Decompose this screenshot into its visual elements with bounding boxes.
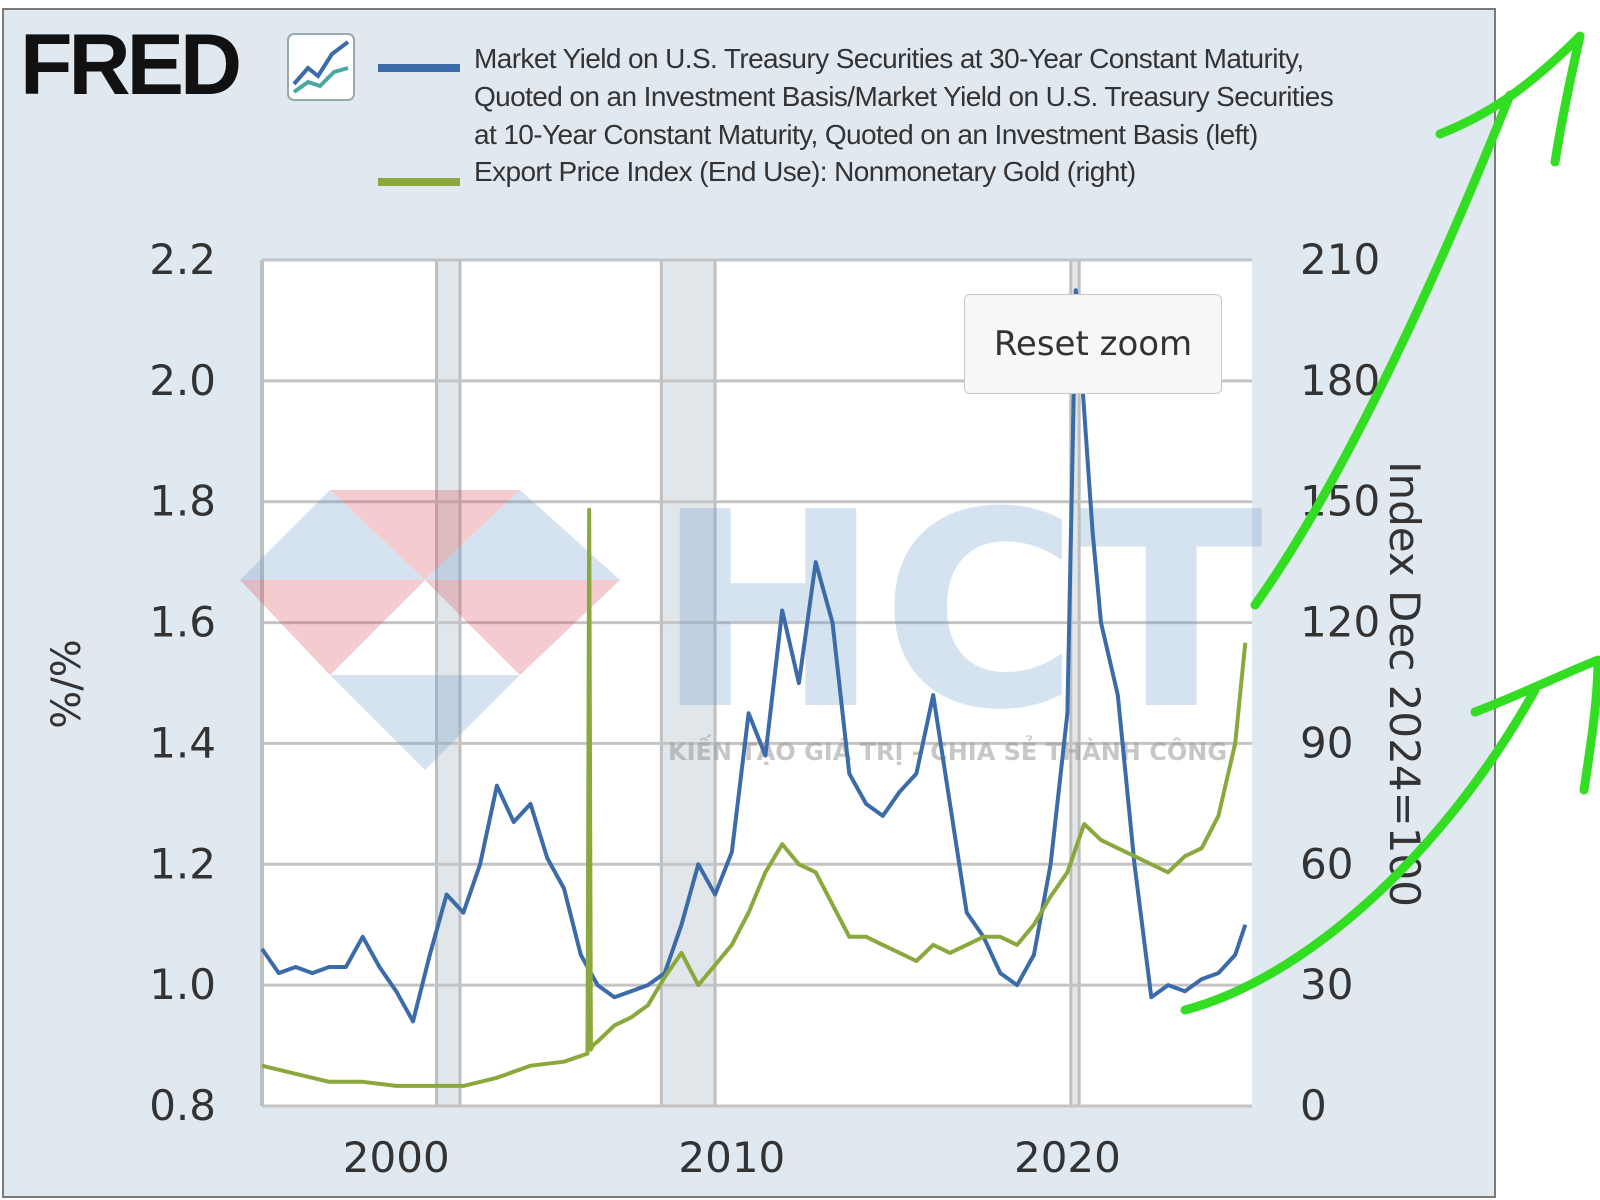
watermark-diamond-left — [240, 490, 425, 675]
y-left-tick-4: 1.6 — [149, 598, 216, 647]
legend-series1[interactable]: Market Yield on U.S. Treasury Securities… — [474, 40, 1494, 154]
watermark-triangle-red-left — [240, 580, 425, 675]
y-left-axis-label: %/% — [44, 639, 90, 729]
recession-band-2 — [1070, 260, 1080, 1106]
y-right-tick-3: 90 — [1300, 718, 1353, 767]
reset-zoom-button[interactable]: Reset zoom — [964, 294, 1222, 394]
y-right-tick-7: 210 — [1300, 235, 1380, 284]
fred-logo-graph-icon — [287, 33, 355, 101]
annotation-arrow-lower-shaft — [1180, 685, 1540, 1015]
annotation-arrow-lower-head — [1470, 655, 1600, 795]
y-left-tick-3: 1.4 — [149, 718, 216, 767]
y-right-tick-6: 180 — [1300, 356, 1380, 405]
legend-swatch-series1-bar — [378, 64, 460, 72]
y-right-tick-0: 0 — [1300, 1081, 1327, 1130]
watermark-triangle-blue-bottom — [330, 675, 520, 770]
watermark-logo — [240, 490, 620, 770]
y-left-tick-0: 0.8 — [149, 1081, 216, 1130]
x-tick-0: 2000 — [343, 1133, 450, 1182]
legend-series1-line2: Quoted on an Investment Basis/Market Yie… — [474, 81, 1334, 112]
x-tick-1: 2010 — [678, 1133, 785, 1182]
watermark-triangle-red-right — [425, 580, 620, 675]
legend-series1-line1: Market Yield on U.S. Treasury Securities… — [474, 43, 1304, 74]
watermark-text: HCT — [655, 454, 1265, 769]
annotation-arrow-upper-shaft — [1250, 90, 1515, 610]
y-left-tick-1: 1.0 — [149, 960, 216, 1009]
y-left-tick-7: 2.2 — [149, 235, 216, 284]
x-tick-2: 2020 — [1014, 1133, 1121, 1182]
recession-band-0 — [436, 260, 460, 1106]
y-right-tick-1: 30 — [1300, 960, 1353, 1009]
watermark-diamond-right — [425, 490, 620, 675]
legend-series2-line1: Export Price Index (End Use): Nonmonetar… — [474, 156, 1136, 187]
legend-swatch-series2-bar — [378, 178, 460, 186]
series-line-1 — [260, 288, 1248, 1024]
y-right-tick-4: 120 — [1300, 598, 1380, 647]
legend-swatch-series1 — [378, 64, 460, 72]
y-right-tick-2: 60 — [1300, 839, 1353, 888]
y-right-axis-label: Index Dec 2024=100 — [1380, 461, 1429, 907]
watermark-tagline: KIẾN TẠO GIÁ TRỊ - CHIA SẺ THÀNH CÔNG — [668, 733, 1227, 766]
series-line-2 — [261, 507, 1248, 1088]
legend-series2[interactable]: Export Price Index (End Use): Nonmonetar… — [474, 153, 1474, 191]
legend-series1-line3: at 10-Year Constant Maturity, Quoted on … — [474, 119, 1258, 150]
y-left-tick-6: 2.0 — [149, 356, 216, 405]
y-left-tick-2: 1.2 — [149, 839, 216, 888]
y-left-tick-5: 1.8 — [149, 477, 216, 526]
legend-swatch-series2 — [378, 178, 460, 186]
watermark-triangle-red-top — [330, 490, 520, 580]
fred-logo[interactable]: FRED — [20, 17, 242, 113]
annotation-arrow-upper-head — [1435, 31, 1585, 167]
